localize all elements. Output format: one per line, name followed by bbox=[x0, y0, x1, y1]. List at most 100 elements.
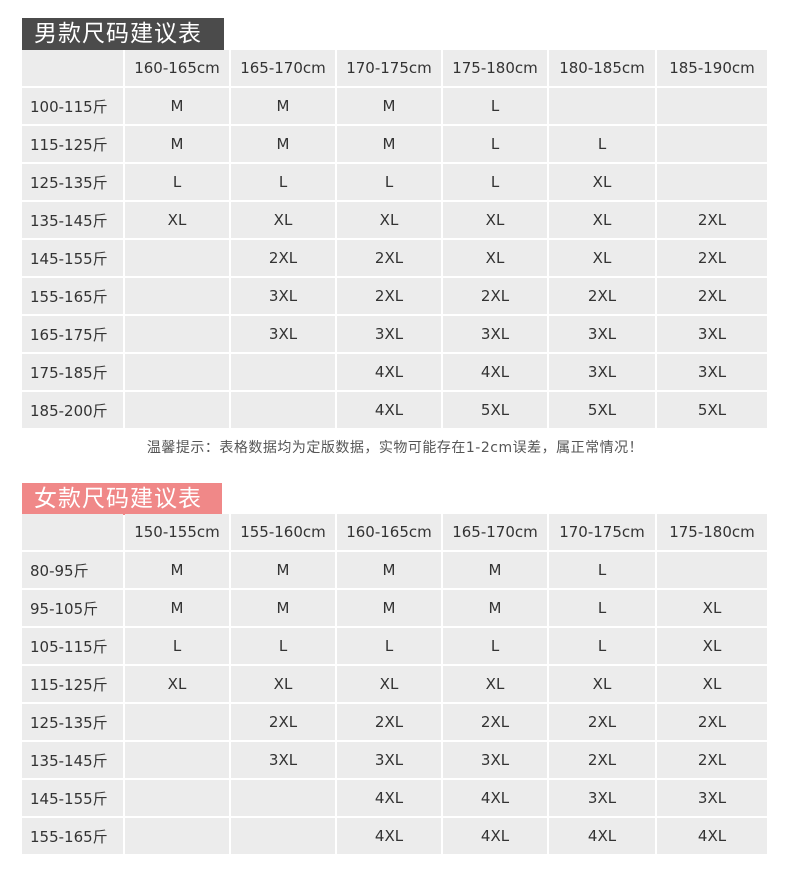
size-cell: 3XL bbox=[549, 780, 655, 816]
size-cell: M bbox=[125, 552, 229, 588]
table-row: 125-135斤 L L L L XL bbox=[22, 164, 767, 200]
weight-row-header: 135-145斤 bbox=[22, 202, 123, 238]
size-cell: XL bbox=[231, 666, 335, 702]
size-cell: M bbox=[231, 88, 335, 124]
size-cell bbox=[125, 354, 229, 390]
size-cell: 4XL bbox=[443, 818, 547, 854]
table-row: 135-145斤 XL XL XL XL XL 2XL bbox=[22, 202, 767, 238]
height-column-header: 175-180cm bbox=[657, 514, 767, 550]
size-cell: L bbox=[337, 628, 441, 664]
size-cell: 2XL bbox=[337, 278, 441, 314]
size-cell: L bbox=[549, 552, 655, 588]
table-row: 185-200斤 4XL 5XL 5XL 5XL bbox=[22, 392, 767, 428]
height-column-header: 170-175cm bbox=[549, 514, 655, 550]
size-cell bbox=[231, 780, 335, 816]
table-row: 125-135斤 2XL 2XL 2XL 2XL 2XL bbox=[22, 704, 767, 740]
weight-row-header: 80-95斤 bbox=[22, 552, 123, 588]
header-row: 150-155cm 155-160cm 160-165cm 165-170cm 170-… bbox=[22, 514, 767, 550]
table-row: 165-175斤 3XL 3XL 3XL 3XL 3XL bbox=[22, 316, 767, 352]
size-cell: M bbox=[337, 88, 441, 124]
size-cell bbox=[231, 818, 335, 854]
size-cell: 4XL bbox=[337, 392, 441, 428]
size-cell: XL bbox=[125, 202, 229, 238]
corner-cell bbox=[22, 514, 123, 550]
size-cell bbox=[231, 392, 335, 428]
size-cell: XL bbox=[231, 202, 335, 238]
height-column-header: 160-165cm bbox=[337, 514, 441, 550]
height-column-header: 165-170cm bbox=[231, 50, 335, 86]
size-cell: XL bbox=[549, 202, 655, 238]
size-cell: M bbox=[337, 590, 441, 626]
size-cell: 4XL bbox=[657, 818, 767, 854]
size-cell: 2XL bbox=[549, 742, 655, 778]
size-cell bbox=[125, 316, 229, 352]
size-cell: XL bbox=[443, 666, 547, 702]
size-cell: 2XL bbox=[337, 240, 441, 276]
size-cell: 3XL bbox=[549, 316, 655, 352]
table-row: 145-155斤 4XL 4XL 3XL 3XL bbox=[22, 780, 767, 816]
table-row: 100-115斤 M M M L bbox=[22, 88, 767, 124]
size-cell: 3XL bbox=[337, 316, 441, 352]
size-cell: L bbox=[443, 628, 547, 664]
size-cell: 3XL bbox=[231, 278, 335, 314]
weight-row-header: 115-125斤 bbox=[22, 126, 123, 162]
weight-row-header: 185-200斤 bbox=[22, 392, 123, 428]
height-column-header: 180-185cm bbox=[549, 50, 655, 86]
table-row: 115-125斤 XL XL XL XL XL XL bbox=[22, 666, 767, 702]
size-cell: 2XL bbox=[657, 278, 767, 314]
tip-note: 温馨提示：表格数据均为定版数据，实物可能存在1-2cm误差，属正常情况！ bbox=[146, 440, 644, 456]
size-cell: XL bbox=[657, 590, 767, 626]
height-column-header: 160-165cm bbox=[125, 50, 229, 86]
size-cell: L bbox=[549, 126, 655, 162]
size-cell: M bbox=[337, 126, 441, 162]
size-cell: 3XL bbox=[443, 742, 547, 778]
table-row: 155-165斤 4XL 4XL 4XL 4XL bbox=[22, 818, 767, 854]
weight-row-header: 95-105斤 bbox=[22, 590, 123, 626]
size-cell: L bbox=[231, 628, 335, 664]
weight-row-header: 125-135斤 bbox=[22, 704, 123, 740]
height-column-header: 165-170cm bbox=[443, 514, 547, 550]
size-cell: M bbox=[125, 88, 229, 124]
size-cell: XL bbox=[549, 240, 655, 276]
size-cell bbox=[125, 240, 229, 276]
size-cell: 2XL bbox=[231, 704, 335, 740]
size-cell: 3XL bbox=[657, 354, 767, 390]
size-cell: L bbox=[549, 628, 655, 664]
size-cell bbox=[125, 704, 229, 740]
height-column-header: 175-180cm bbox=[443, 50, 547, 86]
size-cell: XL bbox=[657, 628, 767, 664]
weight-row-header: 165-175斤 bbox=[22, 316, 123, 352]
size-cell bbox=[125, 278, 229, 314]
size-cell: 2XL bbox=[657, 240, 767, 276]
weight-row-header: 100-115斤 bbox=[22, 88, 123, 124]
height-column-header: 170-175cm bbox=[337, 50, 441, 86]
size-cell bbox=[125, 818, 229, 854]
size-cell: 5XL bbox=[549, 392, 655, 428]
size-cell: XL bbox=[337, 666, 441, 702]
size-cell bbox=[549, 88, 655, 124]
height-column-header: 185-190cm bbox=[657, 50, 767, 86]
size-cell: XL bbox=[443, 202, 547, 238]
table-row: 175-185斤 4XL 4XL 3XL 3XL bbox=[22, 354, 767, 390]
size-cell: L bbox=[443, 164, 547, 200]
table-row: 135-145斤 3XL 3XL 3XL 2XL 2XL bbox=[22, 742, 767, 778]
size-cell: L bbox=[549, 590, 655, 626]
weight-row-header: 175-185斤 bbox=[22, 354, 123, 390]
size-cell: 2XL bbox=[657, 202, 767, 238]
table-row: 95-105斤 M M M M L XL bbox=[22, 590, 767, 626]
women-size-chart-title: 女款尺码建议表 bbox=[22, 483, 222, 515]
size-cell: M bbox=[231, 552, 335, 588]
weight-row-header: 115-125斤 bbox=[22, 666, 123, 702]
size-cell: 2XL bbox=[337, 704, 441, 740]
size-cell: 4XL bbox=[549, 818, 655, 854]
weight-row-header: 125-135斤 bbox=[22, 164, 123, 200]
size-cell: XL bbox=[443, 240, 547, 276]
size-cell: XL bbox=[125, 666, 229, 702]
size-cell: 3XL bbox=[443, 316, 547, 352]
size-cell: M bbox=[125, 126, 229, 162]
size-cell: L bbox=[443, 88, 547, 124]
table-row: 145-155斤 2XL 2XL XL XL 2XL bbox=[22, 240, 767, 276]
size-cell: 2XL bbox=[443, 704, 547, 740]
height-column-header: 155-160cm bbox=[231, 514, 335, 550]
size-cell: 2XL bbox=[443, 278, 547, 314]
